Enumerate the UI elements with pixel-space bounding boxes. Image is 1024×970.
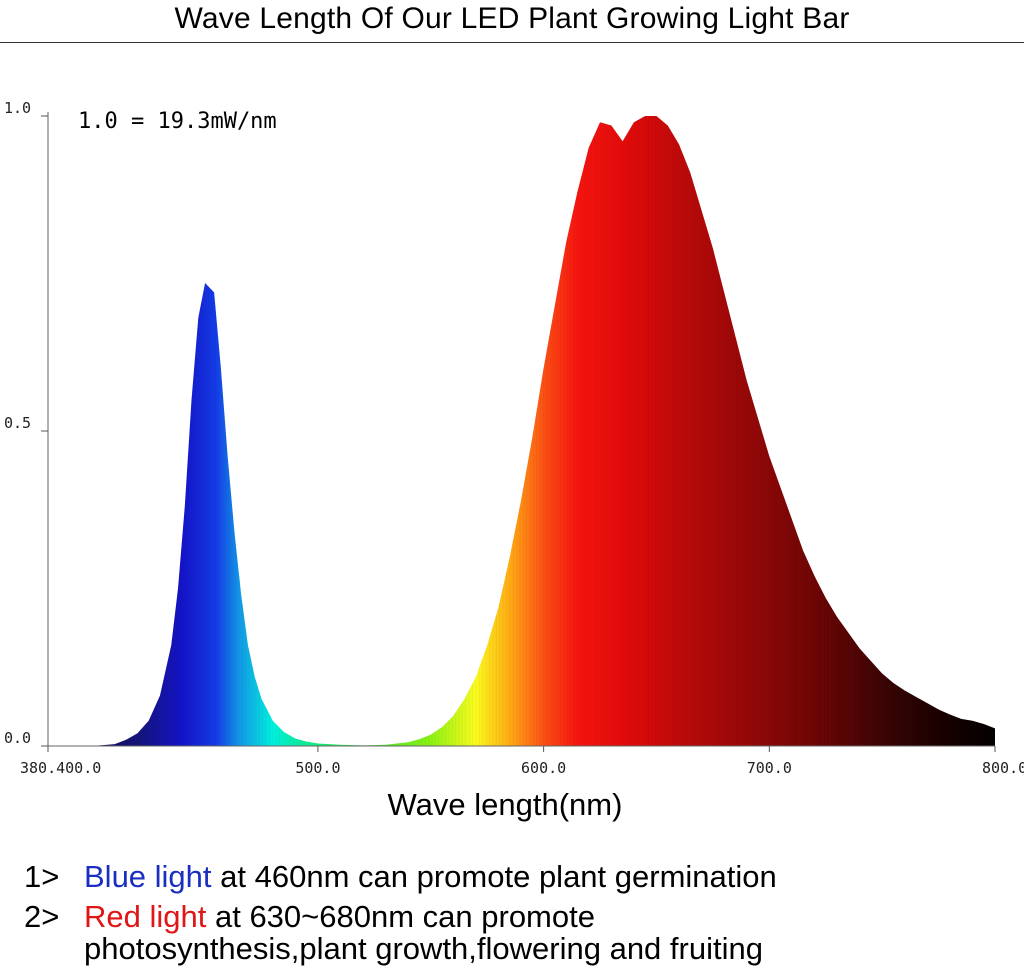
scale-annotation: 1.0 = 19.3mW/nm <box>78 109 277 134</box>
page-title: Wave Length Of Our LED Plant Growing Lig… <box>174 2 850 35</box>
chart-ticks: 380.400.0 500.0 600.0 700.0 800.0 0.0 0.5 1.0 <box>4 99 1024 777</box>
note-text: at 630~680nm can promote <box>206 899 595 934</box>
note-number: 2> <box>24 899 60 934</box>
y-tick-label: 1.0 <box>4 99 31 117</box>
note-number: 1> <box>24 859 60 894</box>
note-continuation: photosynthesis,plant growth,flowering an… <box>84 931 763 966</box>
note-red-light: 2> Red light at 630~680nm can promote pho… <box>24 900 763 966</box>
spectrum-area <box>48 116 995 746</box>
x-tick-label: 700.0 <box>747 759 792 777</box>
note-highlight-red: Red light <box>84 899 207 934</box>
note-text: at 460nm can promote plant germination <box>211 859 777 894</box>
spectrum-chart: 380.400.0 500.0 600.0 700.0 800.0 0.0 0.5 1.0 1… <box>4 99 1024 777</box>
note-highlight-blue: Blue light <box>84 859 212 894</box>
title-divider <box>0 42 1024 43</box>
spectrum-stripes <box>126 116 995 746</box>
x-axis-label: Wave length(nm) <box>387 787 623 822</box>
note-blue-light: 1> Blue light at 460nm can promote plant … <box>24 860 777 894</box>
y-tick-label: 0.5 <box>4 414 31 432</box>
x-tick-label: 800.0 <box>982 759 1024 777</box>
y-tick-label: 0.0 <box>4 729 31 747</box>
spectrum-fill <box>48 116 995 746</box>
x-tick-label: 500.0 <box>295 759 340 777</box>
x-tick-label: 600.0 <box>521 759 566 777</box>
x-tick-label: 380.400.0 <box>20 759 101 777</box>
